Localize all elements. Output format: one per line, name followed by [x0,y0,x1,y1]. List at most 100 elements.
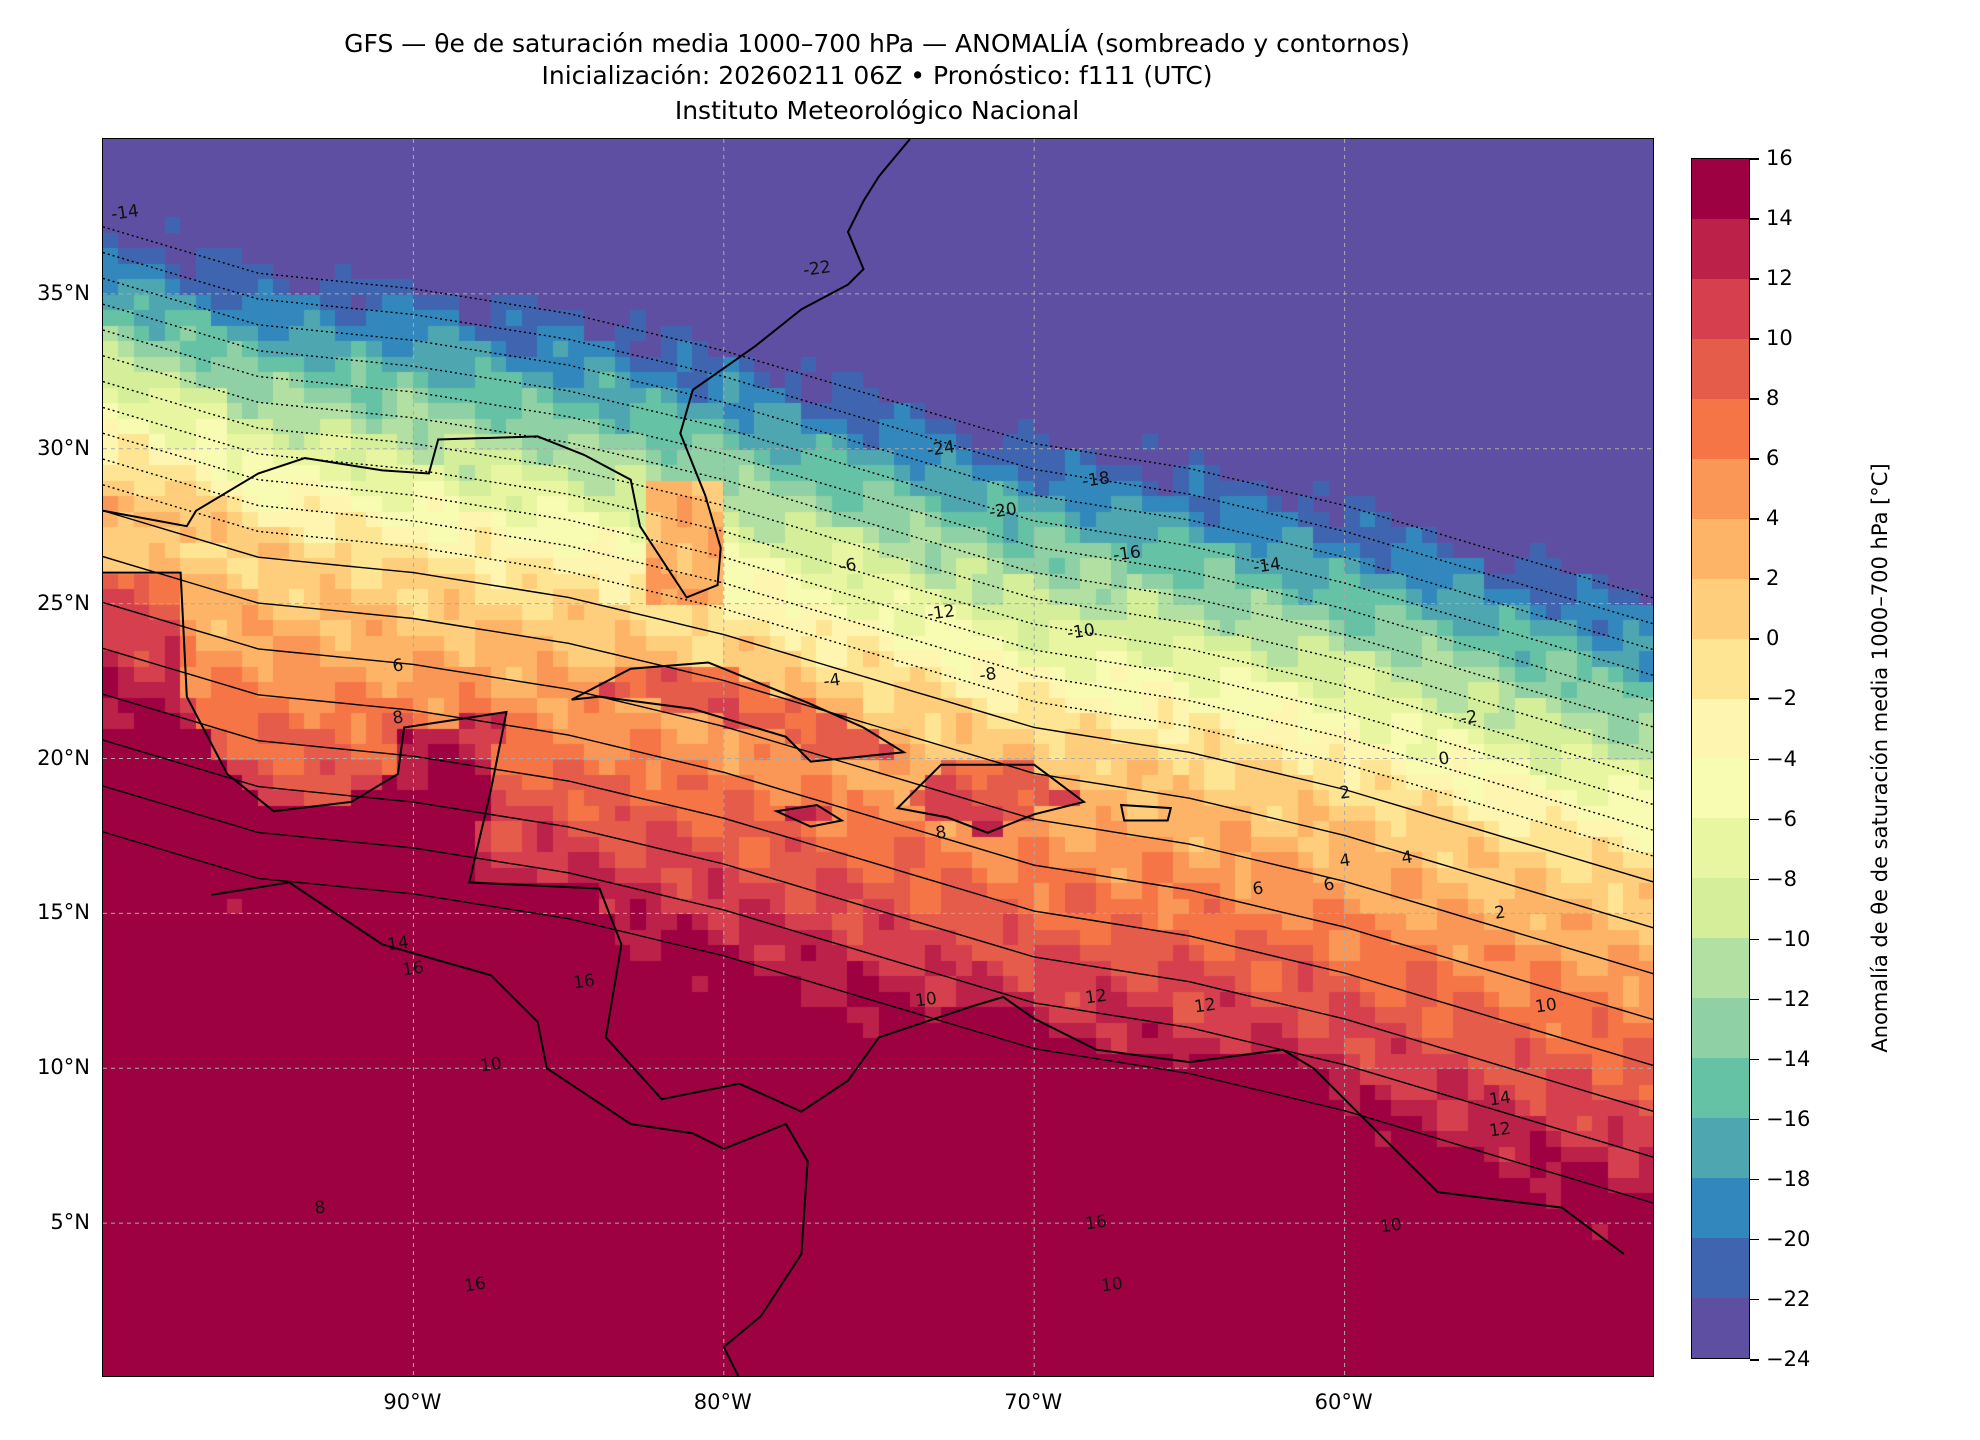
colorbar-tick-label: 16 [1766,146,1793,170]
colorbar-tick-label: −24 [1766,1347,1811,1371]
colorbar-tick-label: −14 [1766,1046,1811,1071]
contour-label: -18 [1081,467,1112,492]
lon-label: 90°W [383,1390,442,1414]
colorbar-tick [1750,818,1759,821]
lat-label: 15°N [37,900,90,925]
colorbar-tick-label: −4 [1766,746,1797,771]
lat-label: 5°N [50,1210,90,1235]
colorbar-tick [1750,158,1759,160]
contour-label: -16 [1112,542,1143,566]
colorbar-swatch [1692,938,1749,999]
contour-label: 4 [1399,846,1414,869]
contour-label: 10 [913,988,938,1012]
contour-line [103,647,1653,1021]
colorbar-tick-label: −12 [1766,986,1811,1011]
contour-label: -24 [925,436,957,461]
colorbar-tick [1750,218,1759,220]
contour-label: -14 [109,201,140,226]
coastline-jamaica [773,803,845,828]
colorbar-swatch [1692,698,1749,759]
colorbar-tick-label: −18 [1766,1166,1811,1191]
colorbar-tick-label: −16 [1766,1106,1811,1131]
colorbar [1691,158,1750,1359]
colorbar-tick-label: 4 [1766,506,1780,531]
lon-label: 80°W [693,1390,752,1414]
colorbar-swatch [1692,1298,1749,1358]
contour-label: 16 [401,957,426,981]
contour-label: -10 [1065,619,1096,644]
contour-line [103,785,1653,1158]
colorbar-tick [1750,638,1759,640]
colorbar-tick [1750,1298,1759,1301]
map-axes: -22 -24 -20 -18 -16 -14 -12 -10 -8 -6 -4 -2 0 2 4 6 8 10 1… [102,138,1654,1377]
colorbar-tick [1750,938,1759,941]
contour-label: -20 [988,498,1019,523]
lat-label: 35°N [37,280,90,305]
colorbar-tick [1750,1238,1759,1241]
contour-label: 2 [1337,781,1352,804]
colorbar-tick [1750,998,1759,1001]
contour-line [103,303,1653,677]
colorbar-tick-label: 0 [1766,626,1780,651]
lat-label: 20°N [37,745,90,770]
contour-label: 10 [478,1053,504,1077]
colorbar-swatch [1692,1238,1749,1299]
coastline-north-america [103,139,911,599]
colorbar-tick [1750,518,1759,520]
chart-title: GFS — θe de saturación media 1000–700 hP… [344,29,1410,58]
contour-label: 10 [1099,1273,1124,1297]
contour-label: 14 [385,932,410,956]
contour-line [103,739,1653,1112]
colorbar-tick [1750,578,1759,580]
colorbar-tick [1750,458,1759,460]
colorbar-tick-label: −2 [1766,686,1797,711]
colorbar-tick [1750,278,1759,280]
colorbar-tick [1750,398,1759,400]
contour-line [103,510,1653,883]
colorbar-tick-label: 6 [1766,446,1780,471]
colorbar-tick [1750,1118,1759,1121]
contour-label: 12 [1192,994,1218,1018]
contour-label: -12 [925,601,957,625]
colorbar-tick-label: 8 [1766,386,1780,411]
contour-label: 12 [1487,1118,1512,1142]
coastline-puerto-rico [1119,803,1173,822]
colorbar-tick-label: 2 [1766,566,1780,591]
lat-label: 10°N [37,1055,90,1080]
colorbar-swatch [1692,1058,1749,1119]
colorbar-swatch [1692,818,1749,879]
chart-institution: Instituto Meteorológico Nacional [674,96,1080,125]
colorbar-tick-label: −6 [1766,806,1797,831]
colorbar-swatch [1692,1118,1749,1179]
contour-line [103,329,1653,702]
colorbar-tick-label: −8 [1766,866,1797,891]
contour-line [103,355,1653,728]
coastline-hispaniola [895,763,1087,834]
contour-line [103,277,1653,651]
colorbar-swatch [1692,398,1749,459]
colorbar-swatch [1692,158,1749,219]
contour-label: 2 [1493,902,1507,925]
colorbar-swatch [1692,1178,1749,1239]
contour-line [103,406,1653,780]
contour-label: -22 [801,257,833,281]
contour-label: 4 [1337,850,1352,872]
colorbar-tick [1750,1178,1759,1181]
contour-line [103,226,1653,599]
colorbar-swatch [1692,578,1749,639]
colorbar-label: Anomalía de θe de saturación media 1000–… [1868,463,1892,1053]
contour-label: 12 [1084,985,1109,1009]
anomaly-shading [103,139,1653,1376]
contour-line [103,693,1653,1067]
chart-subtitle: Inicialización: 20260211 06Z • Pronóstic… [541,61,1213,90]
colorbar-swatch [1692,518,1749,579]
contour-label: 16 [463,1273,488,1297]
contour-label: 6 [1250,877,1265,900]
contour-label: 10 [1379,1214,1404,1238]
coastline-caribbean [103,571,1625,1255]
lon-label: 70°W [1004,1390,1063,1414]
colorbar-tick [1750,758,1759,760]
lat-label: 30°N [37,435,90,460]
contour-line [103,458,1653,831]
lat-label: 25°N [37,590,90,615]
